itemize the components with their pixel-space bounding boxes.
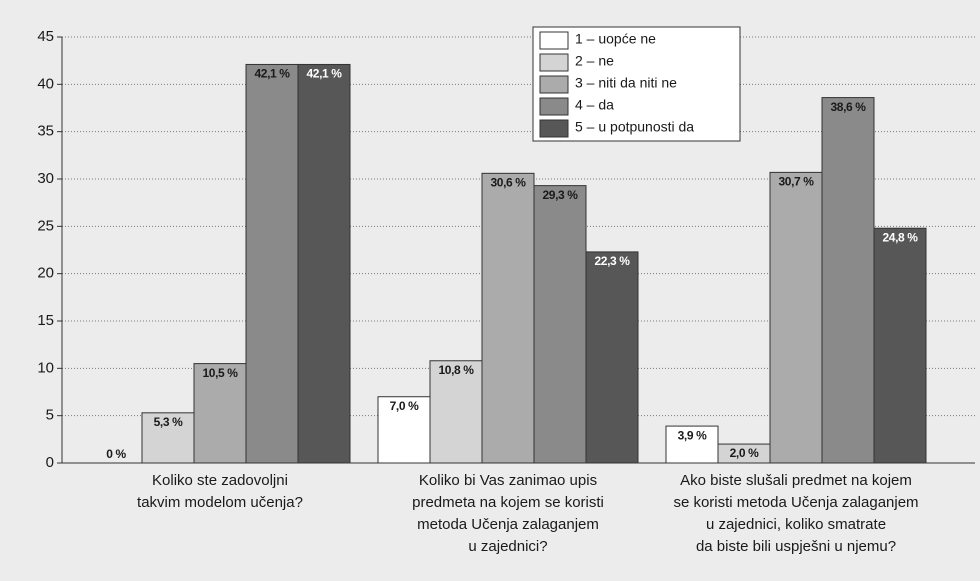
legend-swatch bbox=[539, 31, 569, 50]
legend-label: 4 – da bbox=[575, 97, 614, 113]
bar bbox=[665, 425, 719, 464]
bar bbox=[377, 396, 431, 464]
y-tick-label: 35 bbox=[37, 123, 54, 140]
y-tick-label: 20 bbox=[37, 265, 54, 282]
y-tick-label: 15 bbox=[37, 312, 54, 329]
legend-label: 1 – uopće ne bbox=[575, 31, 656, 47]
x-tick-label-line: predmeta na kojem se koristi bbox=[412, 494, 604, 511]
y-tick-label: 25 bbox=[37, 217, 54, 234]
value-label: 38,6 % bbox=[831, 100, 867, 114]
x-tick-label-line: da biste bili uspješni u njemu? bbox=[696, 538, 896, 555]
bar bbox=[481, 172, 535, 464]
value-label: 5,3 % bbox=[154, 415, 183, 429]
value-label: 2,0 % bbox=[730, 446, 759, 460]
value-label: 30,7 % bbox=[779, 175, 815, 189]
x-tick-label: Ako biste slušali predmet na kojem se kor… bbox=[673, 472, 918, 555]
value-label: 7,0 % bbox=[390, 399, 419, 413]
legend-label: 5 – u potpunosti da bbox=[575, 119, 694, 135]
bar bbox=[769, 171, 823, 464]
x-tick-label-line: takvim modelom učenja? bbox=[137, 494, 303, 511]
legend-swatch bbox=[539, 119, 569, 138]
bar bbox=[533, 185, 587, 464]
legend-swatch bbox=[539, 53, 569, 72]
x-tick-label-line: u zajednici, koliko smatrate bbox=[706, 516, 886, 533]
y-tick-label: 10 bbox=[37, 359, 54, 376]
value-label: 29,3 % bbox=[543, 188, 579, 202]
x-tick-label: Koliko bi Vas zanimao upis predmeta na ko… bbox=[412, 472, 604, 555]
x-tick-label-line: Koliko bi Vas zanimao upis bbox=[419, 472, 597, 489]
bar bbox=[873, 227, 927, 464]
y-tick-label: 5 bbox=[46, 407, 54, 424]
bar bbox=[245, 63, 299, 464]
legend-swatch bbox=[539, 97, 569, 116]
x-tick-label-line: Koliko ste zadovoljni bbox=[152, 472, 288, 489]
value-label: 0 % bbox=[106, 447, 126, 461]
value-label: 22,3 % bbox=[595, 254, 631, 268]
y-tick-label: 45 bbox=[37, 28, 54, 45]
legend-label: 2 – ne bbox=[575, 53, 614, 69]
legend-swatch bbox=[539, 75, 569, 94]
value-label: 10,5 % bbox=[203, 366, 239, 380]
bar bbox=[821, 97, 875, 464]
y-tick-label: 40 bbox=[37, 75, 54, 92]
y-tick-label: 0 bbox=[46, 454, 54, 471]
y-tick-label: 30 bbox=[37, 170, 54, 187]
value-label: 42,1 % bbox=[307, 67, 343, 81]
x-tick-label-line: u zajednici? bbox=[468, 538, 547, 555]
bar bbox=[297, 63, 351, 464]
x-tick-label-line: se koristi metoda Učenja zalaganjem bbox=[673, 494, 918, 511]
value-label: 3,9 % bbox=[678, 428, 707, 442]
bar bbox=[585, 251, 639, 464]
value-label: 30,6 % bbox=[491, 175, 527, 189]
x-tick-label: Koliko ste zadovoljni takvim modelom učen… bbox=[137, 472, 303, 511]
bar bbox=[193, 363, 247, 464]
value-label: 24,8 % bbox=[883, 230, 919, 244]
legend-label: 3 – niti da niti ne bbox=[575, 75, 677, 91]
x-tick-label-line: Ako biste slušali predmet na kojem bbox=[680, 472, 912, 489]
value-label: 42,1 % bbox=[255, 67, 291, 81]
bar bbox=[429, 360, 483, 464]
x-tick-label-line: metoda Učenja zalaganjem bbox=[417, 516, 599, 533]
value-label: 10,8 % bbox=[439, 363, 475, 377]
